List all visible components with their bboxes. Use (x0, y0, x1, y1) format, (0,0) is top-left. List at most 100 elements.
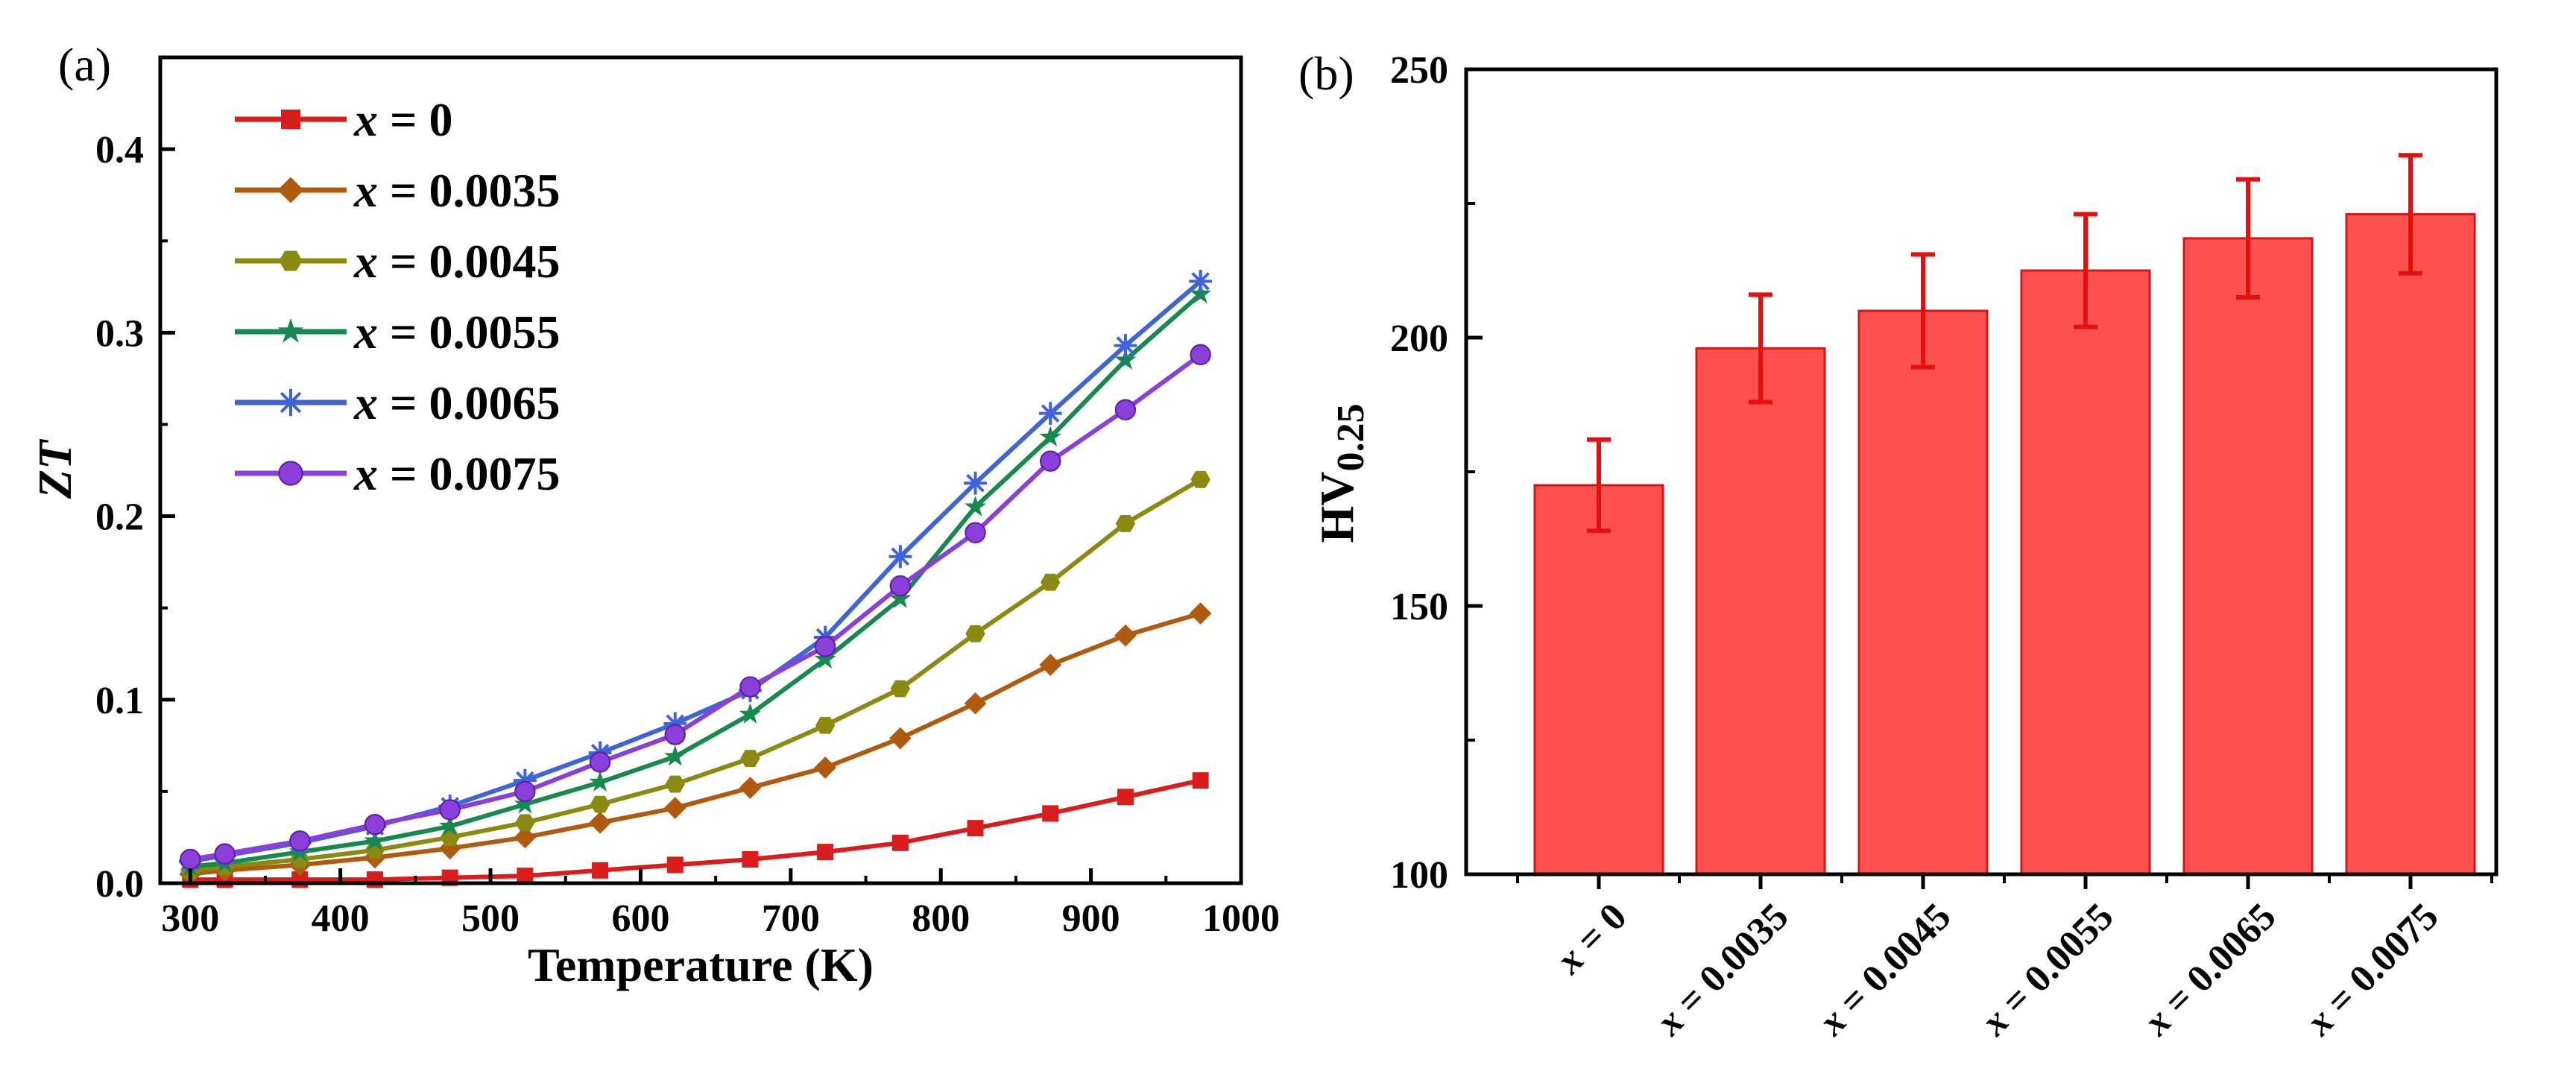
legend-entry: x = 0.0075 (235, 447, 560, 500)
panel-b-y-ticks: 100 150 200 250 (1390, 49, 1483, 897)
data-point (279, 250, 303, 271)
y-tick-label: 250 (1390, 49, 1448, 92)
legend-label: x = 0.0035 (353, 164, 560, 217)
data-point (590, 795, 610, 813)
bar (1533, 484, 1664, 876)
data-point (814, 648, 836, 669)
data-point (278, 461, 303, 486)
data-point (277, 177, 304, 203)
y-tick-label: 0.1 (95, 680, 144, 722)
y-tick-label: 150 (1390, 586, 1448, 628)
panel-b-label: (b) (1298, 47, 1354, 100)
data-point (739, 703, 762, 724)
data-point (517, 868, 534, 885)
x-category-label: x = 0.0065 (2135, 895, 2285, 1044)
legend-entry: x = 0 (235, 93, 452, 146)
data-point (439, 799, 461, 821)
data-point (515, 814, 535, 832)
series-line (189, 279, 1202, 864)
data-point (964, 495, 987, 517)
error-bar (1911, 252, 1935, 370)
panel-a-label: (a) (58, 38, 111, 91)
data-point (891, 834, 909, 851)
data-point (664, 745, 686, 766)
data-point (592, 862, 609, 879)
data-point (438, 837, 461, 860)
data-point (1038, 402, 1062, 426)
x-tick-label: 500 (461, 897, 520, 940)
data-point (740, 750, 760, 768)
data-point (1040, 450, 1061, 472)
data-point (1189, 282, 1212, 304)
data-point (180, 848, 201, 871)
panel-a-x-ticks: 300 400 500 600 700 800 900 1000 (161, 868, 1280, 940)
series-0 (182, 772, 1209, 888)
bar (1857, 309, 1989, 876)
panel-b-y-axis-title: HV0.25 (1310, 404, 1372, 543)
x-category-label: x = 0.0035 (1648, 895, 1797, 1044)
data-point (514, 792, 537, 814)
panel-a-y-ticks: 0.0 0.1 0.2 0.3 0.4 (95, 56, 175, 906)
bar (2020, 269, 2151, 876)
x-tick-label: 1000 (1202, 897, 1280, 940)
bar (1695, 347, 1826, 876)
data-point (814, 636, 836, 657)
data-point (1041, 573, 1061, 591)
legend-label: x = 0.0075 (353, 447, 560, 500)
data-point (1189, 269, 1213, 293)
panel-a-plot-area (178, 269, 1213, 888)
legend-label: x = 0.0065 (353, 376, 560, 429)
x-category-label: x = 0.0055 (1973, 895, 2122, 1044)
data-point (665, 775, 685, 793)
data-point (1115, 514, 1136, 532)
bar (2182, 237, 2314, 876)
data-point (739, 777, 762, 799)
panel-a-legend: x = 0 x = 0.0035 x = 0.0045 x = 0.0055 x = 0… (235, 93, 560, 500)
error-bar (1587, 437, 1611, 534)
series-5 (180, 344, 1211, 871)
data-point (1192, 772, 1209, 789)
error-bar (2236, 177, 2260, 300)
legend-label: x = 0 (353, 93, 452, 146)
legend-entry: x = 0.0065 (235, 376, 560, 429)
panel-b-y-axis-title-main: HV (1310, 472, 1363, 543)
panel-b-y-axis-title-sub: 0.25 (1330, 404, 1372, 472)
y-tick-label: 0.2 (95, 496, 144, 539)
legend-entry: x = 0.0055 (235, 306, 560, 359)
series-4 (178, 269, 1213, 873)
x-tick-label: 700 (762, 897, 820, 940)
data-point (1114, 399, 1137, 420)
data-point (964, 692, 987, 715)
data-point (1190, 344, 1211, 366)
panel-a-zt-chart: (a) 300 400 500 600 700 800 900 1000 0.00.10.20… (28, 38, 1280, 991)
data-point (589, 751, 611, 773)
data-point (814, 757, 837, 779)
panel-a-frame (158, 55, 1243, 885)
data-point (964, 471, 987, 495)
data-point (366, 871, 383, 888)
data-point (967, 820, 984, 837)
data-point (889, 587, 912, 608)
data-point (289, 830, 311, 852)
data-point (1189, 602, 1212, 625)
error-bar (1749, 292, 1772, 405)
data-point (664, 724, 686, 745)
panel-a-x-axis-title: Temperature (K) (528, 938, 874, 991)
panel-b-plot-area (1533, 153, 2476, 876)
x-category-label: x = 0.0045 (1811, 895, 1960, 1044)
data-point (290, 850, 310, 868)
x-tick-label: 400 (312, 897, 370, 940)
data-point (1117, 789, 1134, 806)
legend-entry: x = 0.0035 (235, 164, 560, 217)
data-point (742, 850, 759, 868)
data-point (965, 625, 985, 642)
x-category-label: x = 0 (1547, 895, 1635, 982)
data-point (281, 110, 300, 129)
data-point (1114, 624, 1137, 647)
data-point (514, 780, 536, 803)
panel-a-y-axis-title: ZT (28, 438, 81, 499)
data-point (1039, 654, 1062, 676)
data-point (514, 826, 537, 849)
panel-b-x-ticks: x = 0x = 0.0035 x = 0.0045 x = 0.0055 x = 0… (1516, 874, 2493, 1044)
